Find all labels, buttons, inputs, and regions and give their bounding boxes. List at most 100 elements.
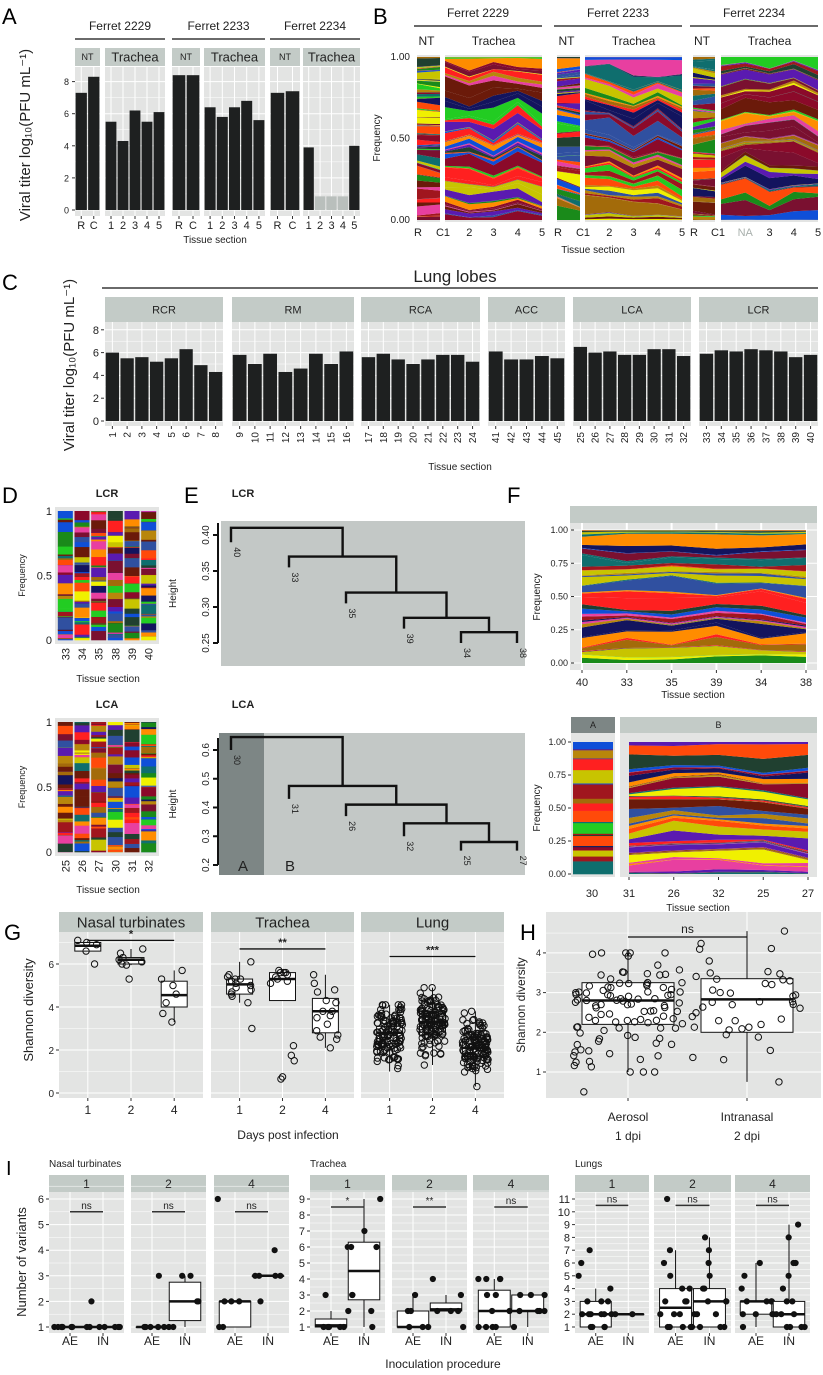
variant-segment	[91, 828, 107, 838]
variant-frequency-layer	[557, 197, 580, 208]
data-point	[667, 1272, 674, 1279]
variant-segment	[91, 598, 107, 602]
x-tick-label: 25	[576, 432, 587, 444]
variant-segment	[57, 803, 73, 807]
y-tick-label: 2	[93, 393, 99, 405]
variant-frequency-layer	[585, 195, 682, 217]
y-axis-label: Shannon diversity	[514, 957, 528, 1052]
variant-segment	[124, 722, 140, 723]
variant-segment	[573, 750, 613, 759]
leaf-label: 35	[347, 608, 357, 618]
ferret-group-label: Ferret 2233	[587, 6, 649, 20]
data-point	[573, 1023, 581, 1031]
variant-frequency-layer	[445, 207, 542, 218]
variant-frequency-layer	[721, 155, 818, 178]
variant-frequency-layer	[557, 196, 580, 208]
y-tick-label: 4	[564, 1284, 570, 1296]
variant-segment	[57, 572, 73, 575]
y-tick-label: 0.4	[201, 800, 212, 814]
tissue-heading: Nasal turbinates	[49, 1159, 121, 1170]
variant-frequency-layer	[445, 62, 542, 77]
x-tick-label: 30	[110, 860, 122, 872]
y-axis-label: Frequency	[372, 114, 383, 161]
x-tick-label: 26	[77, 860, 89, 872]
variant-frequency-layer	[445, 196, 542, 210]
y-tick-label: 0.40	[201, 525, 212, 545]
variant-frequency-layer	[557, 155, 580, 157]
variant-segment	[91, 528, 107, 533]
variant-frequency-layer	[557, 88, 580, 92]
data-point	[585, 1013, 593, 1021]
x-tick-label: AE	[323, 1334, 339, 1348]
variant-frequency-layer	[445, 199, 542, 211]
facet-strip	[270, 48, 300, 66]
variant-frequency-layer	[445, 57, 542, 59]
x-tick-label: C	[189, 220, 197, 232]
data-point	[572, 988, 580, 997]
variant-frequency-layer	[557, 196, 580, 208]
variant-frequency-layer	[693, 159, 715, 161]
bar	[391, 359, 405, 421]
x-tick-label: 1	[108, 220, 114, 232]
variant-segment	[57, 796, 73, 804]
variant-segment	[91, 514, 107, 521]
variant-frequency-layer	[557, 178, 580, 193]
data-point	[623, 1016, 632, 1025]
x-tick-label: R	[274, 220, 282, 232]
variant-segment	[124, 599, 140, 609]
x-axis-label: Tissue section	[183, 235, 247, 246]
variant-segment	[141, 726, 157, 730]
variant-segment	[141, 745, 157, 747]
data-point	[429, 1275, 436, 1283]
data-point	[675, 999, 683, 1007]
variant-segment	[91, 802, 107, 807]
y-tick-label: 9	[564, 1220, 570, 1232]
day-strip-label: 2	[426, 1177, 433, 1191]
data-point	[652, 1016, 661, 1025]
variant-frequency-layer	[445, 203, 542, 214]
x-tick-label: Aerosol	[608, 1110, 649, 1124]
bar	[573, 346, 588, 421]
variant-segment	[141, 772, 157, 778]
data-point	[377, 1027, 385, 1036]
data-point	[667, 985, 676, 994]
variant-segment	[124, 795, 140, 798]
data-point	[739, 1323, 747, 1331]
data-point	[723, 1298, 730, 1305]
data-point	[605, 1010, 614, 1018]
day-strip-label: 4	[508, 1177, 515, 1191]
x-tick-label: 35	[732, 432, 743, 444]
variant-frequency-layer	[585, 77, 682, 98]
variant-frequency-layer	[417, 202, 440, 207]
variant-segment	[107, 807, 123, 809]
data-point	[786, 1323, 794, 1331]
panel-label-d: D	[2, 483, 18, 508]
variant-frequency-layer	[629, 859, 808, 868]
ferret-group-label: Ferret 2229	[89, 19, 151, 33]
variant-segment	[573, 798, 613, 804]
variant-segment	[141, 799, 157, 802]
x-tick-label: 3	[490, 227, 496, 239]
x-tick-label: IN	[440, 1334, 452, 1348]
data-point	[673, 1007, 682, 1016]
tissue-strip	[361, 912, 504, 932]
variant-segment	[124, 583, 140, 593]
variant-segment	[141, 604, 157, 614]
data-point	[278, 1073, 287, 1081]
variant-frequency-layer	[721, 161, 818, 180]
data-point	[630, 1018, 639, 1026]
data-point	[492, 1291, 499, 1299]
data-point	[597, 949, 606, 957]
x-tick-label: AE	[144, 1334, 160, 1348]
variant-segment	[91, 738, 107, 742]
variant-segment	[74, 757, 90, 764]
data-point	[86, 1323, 93, 1331]
variant-frequency-layer	[629, 839, 808, 852]
y-tick-label: 1	[564, 1322, 570, 1334]
variant-frequency-layer	[417, 149, 440, 151]
bar	[186, 75, 200, 211]
variant-frequency-layer	[557, 74, 580, 79]
bar	[488, 351, 503, 421]
y-tick-label: 2	[48, 1046, 54, 1057]
data-point	[783, 1298, 790, 1305]
